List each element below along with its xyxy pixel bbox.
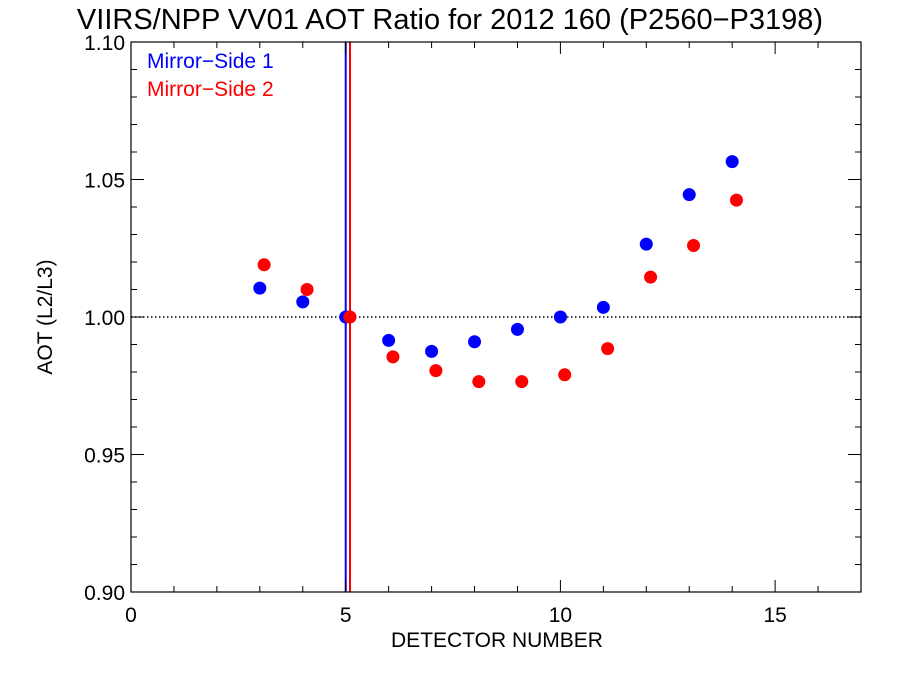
data-point-series-1	[596, 300, 610, 314]
legend-entry-series-2: Mirror−Side 2	[147, 78, 274, 101]
data-point-series-1	[425, 344, 439, 358]
data-point-series-2	[386, 350, 400, 364]
chart-title: VIIRS/NPP VV01 AOT Ratio for 2012 160 (P…	[76, 4, 824, 36]
data-point-series-1	[682, 188, 696, 202]
y-axis-label: AOT (L2/L3)	[34, 259, 57, 374]
data-point-series-1	[639, 237, 653, 251]
y-tick-label: 0.90	[84, 582, 125, 605]
data-point-series-1	[382, 333, 396, 347]
data-point-series-1	[725, 155, 739, 169]
data-point-series-1	[468, 335, 482, 349]
y-tick-label: 1.00	[84, 307, 125, 330]
data-point-series-2	[558, 368, 572, 382]
data-point-series-2	[472, 375, 486, 389]
x-tick-label: 10	[549, 604, 572, 627]
data-point-series-2	[429, 364, 443, 378]
data-point-series-1	[553, 310, 567, 324]
data-point-series-2	[300, 283, 314, 296]
data-point-series-2	[515, 375, 529, 389]
y-tick-label: 1.10	[84, 32, 125, 55]
data-point-series-2	[729, 193, 743, 207]
data-point-series-1	[296, 295, 310, 309]
y-tick-label: 0.95	[84, 445, 125, 468]
data-point-series-2	[601, 342, 615, 356]
x-axis-label: DETECTOR NUMBER	[391, 629, 603, 652]
x-tick-label: 15	[763, 604, 786, 627]
x-tick-label: 5	[340, 604, 352, 627]
data-point-series-2	[257, 258, 271, 272]
data-point-series-2	[687, 239, 701, 252]
data-point-series-1	[510, 322, 524, 336]
legend-entry-series-1: Mirror−Side 1	[147, 50, 274, 73]
data-point-series-2	[343, 310, 357, 324]
y-tick-label: 1.05	[84, 170, 125, 193]
data-point-series-1	[253, 281, 267, 295]
data-point-series-2	[644, 270, 658, 284]
x-tick-label: 0	[125, 604, 137, 627]
